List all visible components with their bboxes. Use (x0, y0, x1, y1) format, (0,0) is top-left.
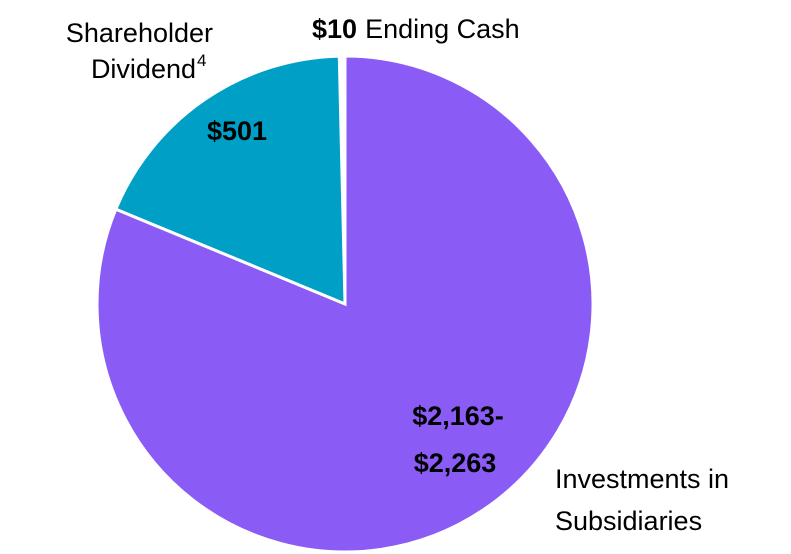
slice-label: $10 Ending Cash (312, 14, 520, 44)
category-label: Shareholder Dividend (66, 18, 213, 84)
pie-slice (113, 54, 347, 307)
category-label: Investments in Subsidiaries (555, 464, 729, 536)
value-label: $501 (207, 116, 267, 146)
footnote-mark: 4 (197, 51, 206, 70)
value-label: $2,163-$2,263 (412, 401, 504, 478)
pie-slice (95, 54, 595, 554)
